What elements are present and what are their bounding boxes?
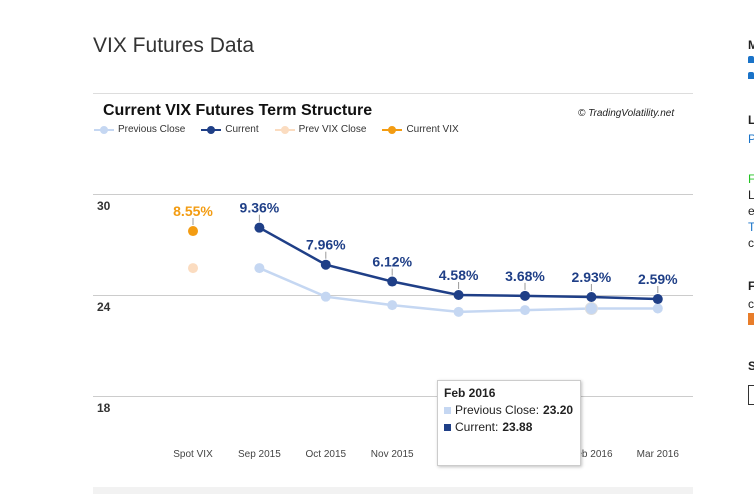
data-label: 6.12% [372, 254, 412, 270]
chart-legend: Previous Close Current Prev VIX Close Cu… [94, 124, 475, 135]
chart-title: Current VIX Futures Term Structure [103, 102, 373, 119]
x-tick-label: Nov 2015 [371, 449, 414, 460]
data-point [453, 290, 464, 300]
right-sidebar: M L P F L e T c F c S [748, 0, 754, 494]
x-tick-label: Mar 2016 [637, 449, 680, 460]
chart-footer-bar [93, 487, 693, 494]
sidebar-link[interactable]: P [748, 132, 754, 146]
y-tick-label: 18 [97, 401, 111, 415]
sidebar-heading: F [748, 279, 754, 293]
sidebar-text: e [748, 204, 754, 218]
lock-icon [748, 72, 754, 79]
legend-item-prev-vix-close[interactable]: Prev VIX Close [274, 124, 367, 135]
sidebar-heading: L [748, 113, 754, 127]
tooltip-value: 23.88 [502, 420, 533, 434]
hovered-point [584, 301, 598, 315]
data-label: 9.36% [240, 200, 280, 216]
sidebar-input[interactable] [748, 385, 754, 405]
sidebar-link[interactable]: T [748, 220, 754, 234]
data-point [520, 290, 530, 301]
data-point [387, 300, 398, 311]
tooltip-label: Current: [455, 420, 499, 434]
data-point [254, 263, 265, 274]
data-point [586, 292, 597, 303]
legend-label: Prev VIX Close [298, 124, 367, 135]
data-label: 2.93% [572, 269, 612, 285]
x-tick-label: Feb 2016 [570, 449, 613, 460]
sidebar-text: c [748, 297, 754, 311]
data-point [188, 263, 198, 274]
legend-line-marker-icon [201, 125, 222, 135]
data-point [320, 259, 331, 270]
tooltip-value: 23.20 [543, 403, 574, 417]
data-point [520, 305, 530, 316]
page-title: VIX Futures Data [93, 34, 255, 57]
legend-label: Previous Close [118, 124, 186, 135]
chart-credit: © TradingVolatility.net [578, 108, 675, 119]
data-point [387, 276, 398, 287]
tooltip-row-previous-close: Previous Close: 23.20 [444, 403, 573, 417]
chart-top-divider [93, 93, 693, 94]
data-point [254, 222, 265, 233]
data-point [652, 303, 663, 314]
lock-icon [748, 56, 754, 63]
tooltip-title: Feb 2016 [444, 386, 496, 400]
data-point [652, 294, 663, 305]
data-point [188, 226, 198, 237]
tooltip-label: Previous Close: [455, 403, 540, 417]
sidebar-text: L [748, 188, 754, 202]
orange-button[interactable] [748, 313, 754, 325]
x-tick-label: Sep 2015 [238, 449, 281, 460]
sidebar-heading: M [748, 38, 754, 52]
legend-item-current[interactable]: Current [201, 124, 259, 135]
data-point [453, 306, 464, 317]
series-swatch-icon [444, 406, 451, 414]
sidebar-heading: S [748, 359, 754, 373]
legend-item-current-vix[interactable]: Current VIX [382, 124, 459, 135]
data-label: 4.58% [439, 267, 479, 283]
legend-line-marker-icon [94, 125, 114, 135]
x-tick-label: Spot VIX [173, 449, 213, 460]
tooltip-row-current: Current: 23.88 [444, 420, 532, 434]
sidebar-text: c [748, 236, 754, 250]
legend-line-marker-icon [382, 125, 403, 135]
chart-tooltip: Feb 2016 Previous Close: 23.20 Current: … [437, 380, 581, 466]
legend-line-marker-icon [274, 125, 295, 135]
data-point [320, 291, 331, 302]
series-swatch-icon [444, 423, 451, 431]
y-tick-label: 24 [97, 300, 111, 314]
legend-label: Current [225, 124, 259, 135]
data-label: 8.55% [173, 203, 213, 219]
x-tick-label: Oct 2015 [306, 449, 347, 460]
y-tick-label: 30 [97, 199, 111, 213]
legend-item-previous-close[interactable]: Previous Close [94, 124, 185, 135]
sidebar-status-text: F [748, 172, 754, 186]
legend-label: Current VIX [406, 124, 459, 135]
data-label: 7.96% [306, 237, 346, 253]
data-label: 2.59% [638, 271, 678, 287]
data-label: 3.68% [505, 268, 545, 284]
